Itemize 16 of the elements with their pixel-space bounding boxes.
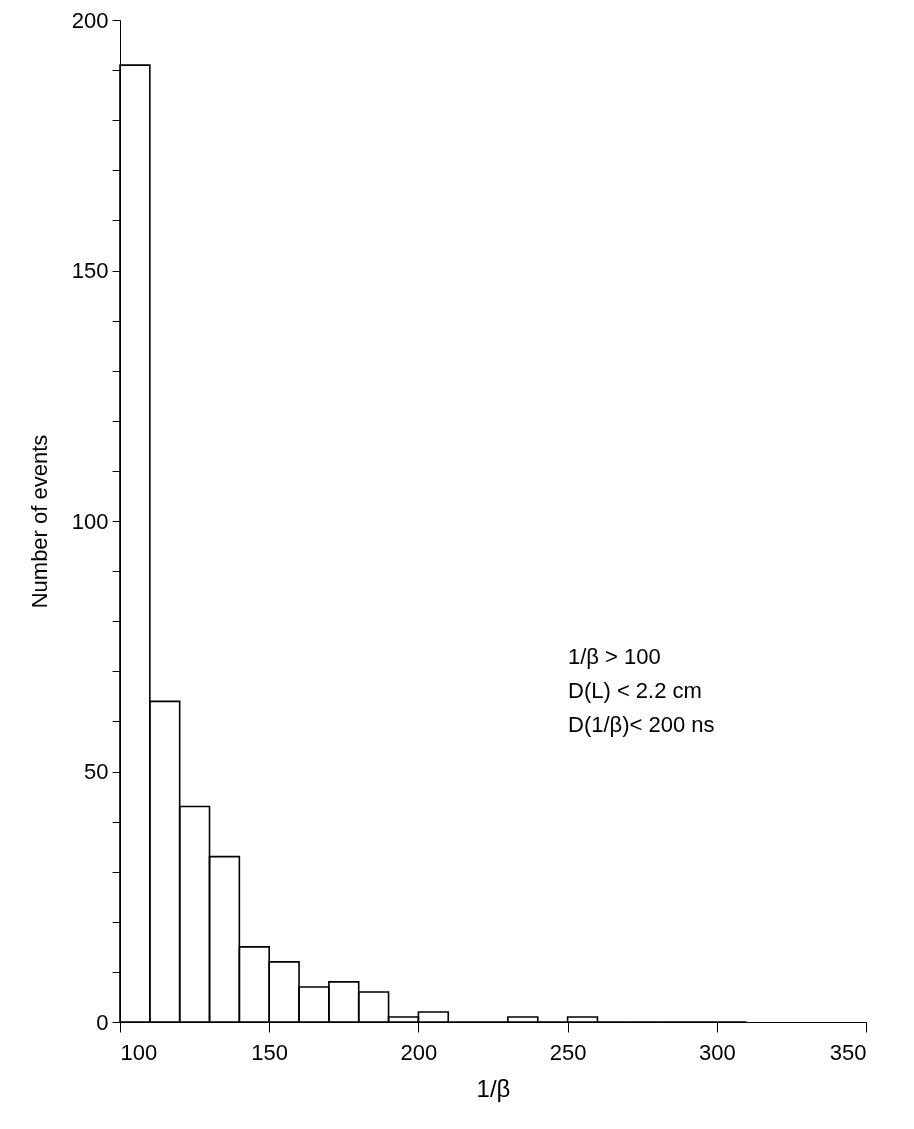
y-tick-label: 150 — [71, 258, 109, 283]
annotation: D(1/β)< 200 ns — [568, 712, 715, 737]
y-axis-title: Number of events — [26, 434, 52, 609]
x-tick-label: 350 — [829, 1039, 867, 1065]
y-tick-label: 200 — [71, 7, 109, 33]
y-tick-label: 50 — [84, 759, 109, 784]
x-tick-label: 100 — [120, 1039, 158, 1065]
x-tick-label: 200 — [400, 1039, 438, 1065]
annotation: D(L) < 2.2 cm — [568, 678, 702, 703]
x-tick-label: 250 — [549, 1039, 587, 1065]
annotation: 1/β > 100 — [568, 644, 661, 669]
y-tick-label: 0 — [96, 1009, 109, 1035]
y-tick-label: 100 — [71, 508, 109, 534]
x-tick-label: 300 — [698, 1039, 736, 1065]
x-axis-title: 1/β — [476, 1074, 511, 1102]
x-tick-label: 150 — [251, 1039, 289, 1065]
